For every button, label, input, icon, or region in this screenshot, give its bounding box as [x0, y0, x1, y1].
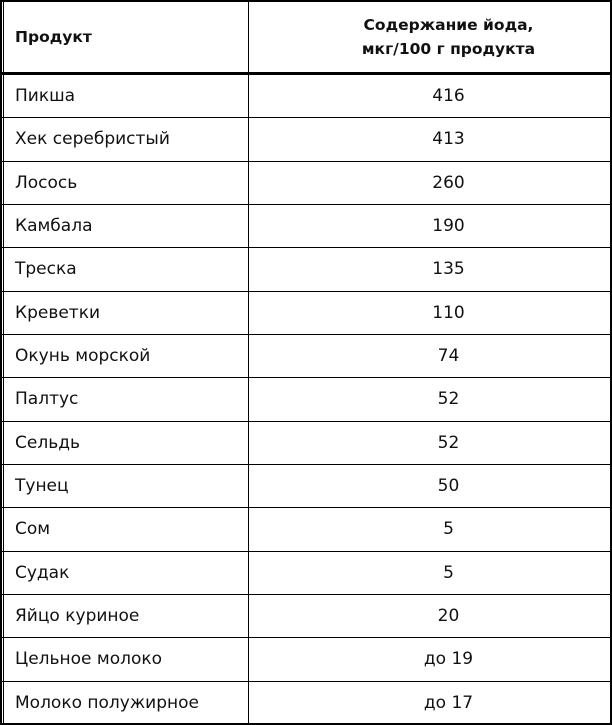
product-cell: Пикша [15, 86, 76, 107]
iodine-value-cell: 74 [248, 334, 610, 378]
product-cell: Яйцо куриное [15, 606, 140, 627]
iodine-value-cell: 110 [248, 291, 610, 334]
iodine-value-cell: 52 [248, 421, 610, 464]
table-row: Цельное молоко до 19 [2, 638, 610, 682]
product-cell: Тунец [15, 476, 69, 497]
product-cell: Треска [15, 259, 77, 280]
table-row: Тунец 50 [2, 464, 610, 509]
table-header: Продукт Содержание йода, мкг/100 г продук… [2, 2, 610, 75]
product-cell: Камбала [15, 216, 93, 237]
iodine-value-cell: 135 [248, 248, 610, 291]
header-iodine: Содержание йода, мкг/100 г продукта [248, 2, 610, 72]
product-cell: Молоко полужирное [15, 693, 199, 714]
product-cell: Палтус [15, 389, 79, 410]
iodine-value-cell: 260 [248, 161, 610, 204]
header-product: Продукт [15, 28, 92, 46]
iodine-value-cell: 5 [248, 551, 610, 594]
product-cell: Окунь морской [15, 346, 151, 367]
iodine-value-cell: до 19 [248, 638, 610, 681]
product-cell: Сом [15, 519, 51, 540]
iodine-value-cell: 20 [248, 594, 610, 638]
table-row: Молоко полужирное до 17 [2, 681, 610, 725]
table-row: Яйцо куриное 20 [2, 594, 610, 639]
table-row: Пикша 416 [2, 75, 610, 119]
iodine-value-cell: 416 [248, 75, 610, 118]
product-cell: Лосось [15, 172, 78, 193]
table-row: Сельдь 52 [2, 421, 610, 465]
iodine-value-cell: 52 [248, 378, 610, 421]
iodine-value-cell: 413 [248, 118, 610, 161]
iodine-value-cell: 50 [248, 464, 610, 508]
iodine-value-cell: 190 [248, 204, 610, 248]
iodine-value-cell: до 17 [248, 681, 610, 725]
iodine-value-cell: 5 [248, 508, 610, 551]
product-cell: Хек серебристый [15, 129, 170, 150]
table-row: Окунь морской 74 [2, 334, 610, 379]
product-cell: Цельное молоко [15, 649, 163, 670]
table-row: Хек серебристый 413 [2, 118, 610, 162]
header-iodine-line1: Содержание йода, [363, 16, 534, 34]
product-cell: Креветки [15, 302, 101, 323]
product-cell: Сельдь [15, 432, 80, 453]
table-row: Треска 135 [2, 248, 610, 292]
table-row: Палтус 52 [2, 378, 610, 422]
table-row: Судак 5 [2, 551, 610, 595]
table-row: Креветки 110 [2, 291, 610, 335]
header-iodine-line2: мкг/100 г продукта [361, 40, 536, 58]
table-row: Лосось 260 [2, 161, 610, 205]
table-body: Пикша 416 Хек серебристый 413 Лосось 260 Камба… [2, 75, 610, 725]
table-row: Камбала 190 [2, 204, 610, 249]
table-row: Сом 5 [2, 508, 610, 552]
product-cell: Судак [15, 562, 70, 583]
